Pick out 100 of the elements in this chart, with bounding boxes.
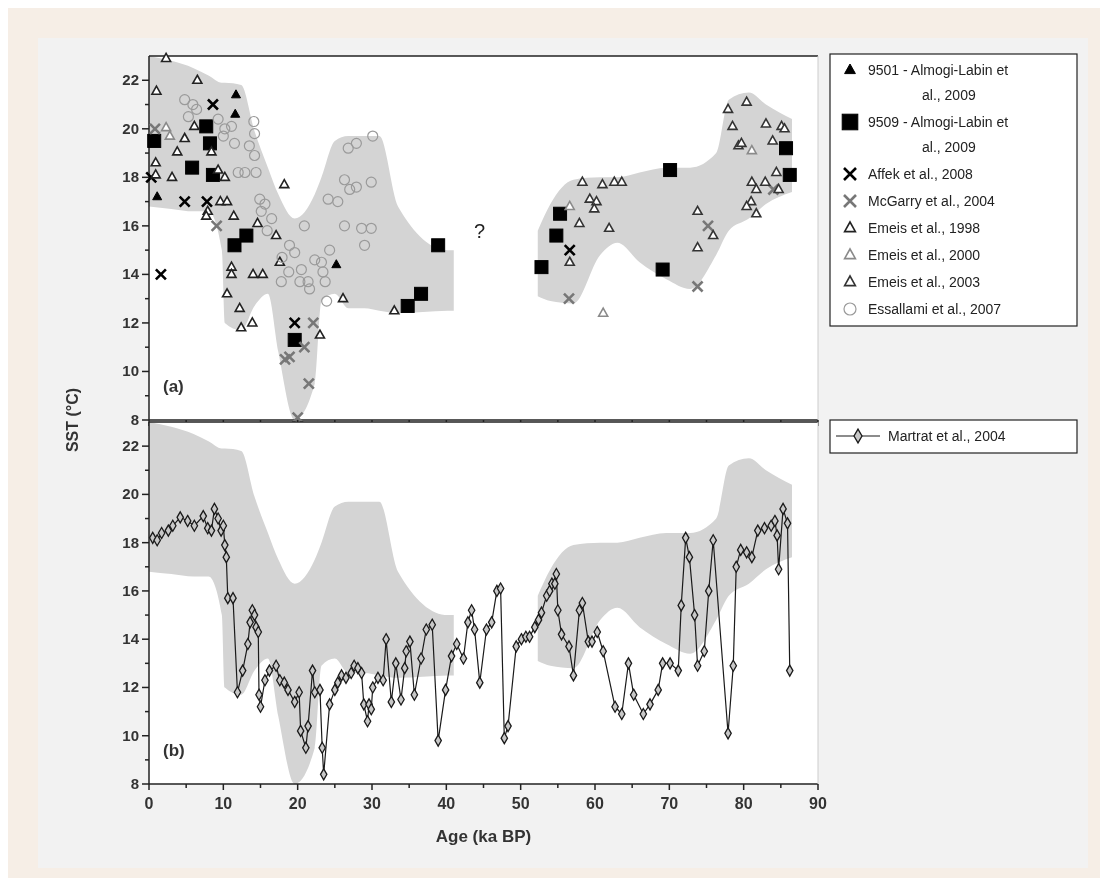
y-tick-label: 14	[122, 265, 140, 283]
point	[154, 268, 168, 281]
point	[239, 228, 254, 243]
point	[588, 203, 600, 213]
point	[219, 123, 231, 135]
point	[166, 171, 178, 182]
point	[591, 195, 602, 206]
point	[365, 222, 377, 234]
point	[151, 85, 162, 95]
point	[144, 171, 158, 184]
annotation: (b)	[163, 741, 185, 760]
point	[722, 103, 734, 114]
point	[225, 120, 238, 132]
point	[179, 94, 191, 106]
point	[261, 225, 273, 237]
point	[564, 256, 576, 267]
point	[355, 222, 368, 234]
point	[574, 217, 585, 228]
point	[358, 239, 371, 251]
point	[597, 307, 609, 318]
point	[298, 340, 311, 354]
x-tick-label: 80	[734, 795, 753, 812]
point	[266, 212, 278, 225]
point	[692, 205, 703, 216]
point	[226, 261, 237, 271]
point	[707, 229, 719, 240]
point	[160, 121, 172, 132]
point	[303, 283, 316, 295]
point	[315, 256, 328, 268]
point	[663, 163, 678, 178]
point	[227, 238, 242, 253]
point	[741, 96, 752, 106]
y-tick-label: 18	[122, 168, 139, 186]
point	[295, 263, 307, 276]
point	[771, 166, 782, 177]
point	[278, 353, 292, 366]
point	[230, 89, 241, 99]
point	[234, 302, 245, 313]
y-tick-label: 16	[122, 216, 139, 234]
point	[283, 266, 295, 278]
point	[701, 219, 715, 233]
point	[179, 132, 190, 143]
point	[235, 321, 247, 332]
x-tick-label: 30	[363, 795, 381, 812]
point	[192, 74, 203, 85]
point	[400, 298, 415, 313]
y-tick-label: 10	[122, 726, 139, 744]
point	[160, 52, 172, 63]
point	[221, 288, 233, 298]
point	[185, 160, 200, 175]
point	[239, 166, 251, 179]
point	[275, 276, 287, 288]
point	[212, 113, 224, 125]
y-tick-label: 8	[130, 411, 139, 428]
point	[727, 120, 738, 131]
point	[212, 164, 224, 174]
point	[226, 268, 237, 279]
point	[597, 178, 608, 189]
point	[321, 295, 333, 307]
point	[288, 316, 301, 330]
point	[314, 329, 326, 339]
point	[257, 268, 269, 279]
point	[691, 280, 704, 293]
point	[760, 118, 772, 128]
point	[759, 176, 771, 186]
x-tick-label: 60	[586, 795, 604, 812]
point	[324, 244, 336, 256]
x-tick-label: 50	[511, 795, 530, 812]
x-axis-title: Age (ka BP)	[435, 827, 532, 846]
point	[190, 103, 203, 115]
point	[187, 98, 199, 111]
x-tick-label: 90	[809, 795, 827, 812]
point	[147, 133, 162, 148]
point	[746, 176, 758, 186]
point	[270, 229, 282, 240]
point	[603, 222, 615, 233]
x-tick-label: 10	[214, 795, 233, 812]
legend-label: McGarry et al., 2004	[868, 193, 996, 209]
y-tick-label: 22	[122, 71, 139, 89]
y-tick-label: 18	[122, 533, 139, 551]
point	[562, 292, 576, 305]
point	[322, 193, 334, 205]
point	[616, 176, 628, 186]
point	[350, 137, 362, 149]
point	[250, 166, 262, 179]
point	[767, 183, 780, 196]
point	[389, 305, 400, 315]
point	[278, 178, 290, 189]
legend-label: 9501 - Almogi-Labin et al., 2009	[868, 62, 1009, 103]
point	[319, 276, 331, 288]
annotation: ?	[473, 220, 486, 242]
point	[563, 243, 577, 257]
point	[248, 115, 260, 128]
point	[337, 292, 349, 303]
point	[751, 183, 762, 194]
legend-label: Martrat et al., 2004	[888, 428, 1006, 444]
point	[206, 146, 217, 156]
y-tick-label: 12	[122, 313, 139, 331]
point	[252, 217, 263, 228]
point	[152, 191, 163, 201]
